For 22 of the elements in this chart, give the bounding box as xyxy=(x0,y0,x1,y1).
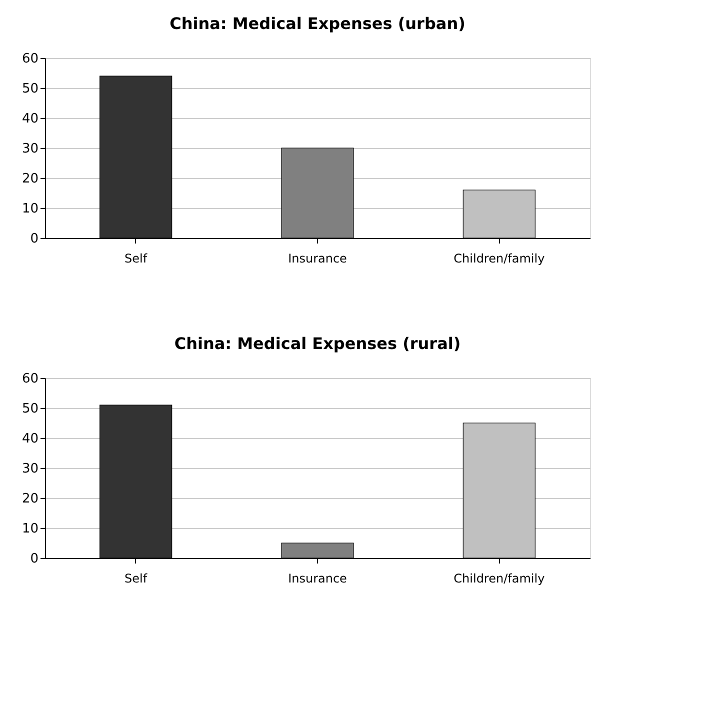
y-tick-label: 40 xyxy=(22,112,38,126)
x-tick-label: Self xyxy=(124,572,148,586)
chart-title: China: Medical Expenses (rural) xyxy=(174,334,461,353)
y-tick-label: 60 xyxy=(22,372,38,386)
y-tick-label: 0 xyxy=(30,232,38,246)
y-tick-label: 10 xyxy=(22,202,38,216)
y-tick-label: 10 xyxy=(22,522,38,536)
y-tick-label: 50 xyxy=(22,402,38,416)
x-tick-label: Children/family xyxy=(454,252,545,266)
y-tick-label: 20 xyxy=(22,492,38,506)
y-tick-label: 20 xyxy=(22,172,38,186)
x-tick-label: Insurance xyxy=(288,572,347,586)
y-tick-label: 0 xyxy=(30,552,38,566)
x-tick-label: Children/family xyxy=(454,572,545,586)
x-tick-label: Insurance xyxy=(288,252,347,266)
y-tick-label: 30 xyxy=(22,462,38,476)
y-tick-label: 30 xyxy=(22,142,38,156)
chart-title: China: Medical Expenses (urban) xyxy=(170,14,466,33)
y-tick-label: 50 xyxy=(22,82,38,96)
y-tick-label: 40 xyxy=(22,432,38,446)
x-tick-label: Self xyxy=(124,252,148,266)
y-tick-label: 60 xyxy=(22,52,38,66)
